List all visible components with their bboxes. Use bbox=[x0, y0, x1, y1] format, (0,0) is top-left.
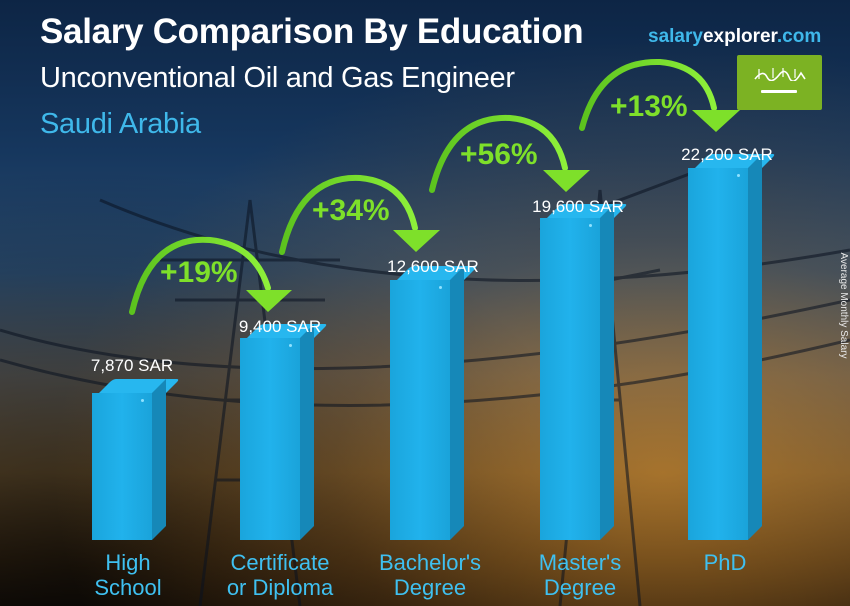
category-label-certificate: Certificate or Diploma bbox=[226, 550, 334, 600]
value-label-high-school: 7,870 SAR bbox=[90, 356, 174, 375]
category-label-phd: PhD bbox=[703, 550, 747, 575]
bar-bachelors[interactable] bbox=[390, 266, 464, 540]
brand-part-salary: salary bbox=[648, 26, 703, 47]
job-title: Unconventional Oil and Gas Engineer bbox=[40, 62, 515, 94]
brand-logo[interactable]: salaryexplorer.com bbox=[648, 26, 821, 48]
saudi-arabia-flag-icon bbox=[737, 55, 822, 110]
category-label-masters: Master's Degree bbox=[538, 550, 622, 600]
bar-masters[interactable] bbox=[540, 204, 614, 540]
chart-title: Salary Comparison By Education bbox=[40, 12, 584, 51]
increase-label-2: +34% bbox=[312, 194, 390, 227]
shahada-script-icon bbox=[754, 68, 806, 81]
increase-label-1: +19% bbox=[160, 256, 238, 289]
category-label-high-school: High School bbox=[94, 550, 162, 600]
brand-part-explorer: explorer bbox=[702, 26, 777, 47]
country-label: Saudi Arabia bbox=[40, 108, 201, 140]
bar-certificate[interactable] bbox=[240, 324, 314, 540]
value-label-masters: 19,600 SAR bbox=[532, 197, 624, 216]
brand-part-com: .com bbox=[776, 26, 822, 47]
value-label-phd: 22,200 SAR bbox=[681, 145, 773, 164]
value-label-bachelors: 12,600 SAR bbox=[387, 257, 479, 276]
arrow-icon bbox=[129, 58, 717, 315]
increase-label-4: +13% bbox=[610, 90, 688, 123]
bar-high-school[interactable] bbox=[92, 379, 166, 540]
increase-label-3: +56% bbox=[460, 138, 538, 171]
bar-phd[interactable] bbox=[688, 154, 762, 540]
sword-icon bbox=[761, 90, 797, 93]
value-label-certificate: 9,400 SAR bbox=[238, 317, 322, 336]
category-label-bachelors: Bachelor's Degree bbox=[378, 550, 482, 600]
